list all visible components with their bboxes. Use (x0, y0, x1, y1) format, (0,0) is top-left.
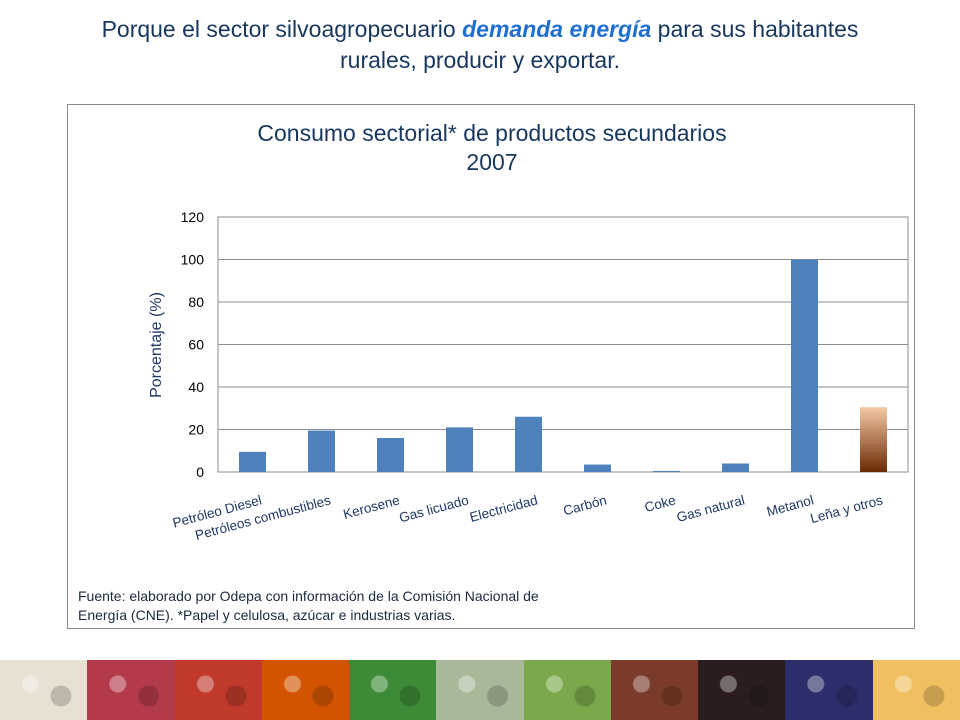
source-line-2: Energía (CNE). *Papel y celulosa, azúcar… (78, 607, 456, 623)
y-tick-label: 100 (181, 252, 205, 268)
footer-image-wine-bottles (698, 660, 786, 720)
footer-image-apples (174, 660, 262, 720)
x-tick-label: Kerosene (342, 492, 402, 521)
y-tick-label: 40 (188, 379, 204, 395)
bar (653, 470, 680, 472)
slide-title: Porque el sector silvoagropecuario deman… (20, 14, 940, 76)
chart-title-text: Consumo sectorial* de productos secundar… (257, 120, 727, 146)
x-tick-label: Electricidad (468, 492, 539, 525)
footer-image-cow (523, 660, 611, 720)
footer-image-cheese (872, 660, 960, 720)
bar (722, 463, 749, 472)
bar (791, 259, 818, 472)
bar (584, 464, 611, 472)
footer-image-lettuce (349, 660, 437, 720)
x-tick-label: Coke (643, 492, 677, 515)
footer-image-strip (0, 660, 960, 720)
footer-image-sheep (436, 660, 524, 720)
y-tick-label: 20 (188, 422, 204, 438)
footer-image-grapes (785, 660, 873, 720)
chart-subtitle: 2007 (466, 149, 518, 175)
slide-title-emphasis: demanda energía (462, 16, 652, 42)
source-note: Fuente: elaborado por Odepa con informac… (78, 587, 738, 625)
footer-image-eggs (0, 660, 88, 720)
y-axis-label: Porcentaje (%) (148, 292, 165, 398)
bar (860, 407, 887, 472)
y-tick-label: 0 (196, 464, 204, 480)
footer-image-meat (610, 660, 699, 720)
x-tick-label: Carbón (562, 492, 609, 518)
slide-title-text-end: para sus habitantes (651, 16, 859, 42)
bar (308, 430, 335, 472)
x-tick-label: Gas licuado (398, 492, 471, 525)
bar (377, 438, 404, 472)
source-line-1: Fuente: elaborado por Odepa con informac… (78, 588, 539, 604)
chart-container: Consumo sectorial* de productos secundar… (67, 104, 915, 629)
bar (515, 416, 542, 472)
x-tick-label: Gas natural (675, 492, 746, 525)
slide-title-line2: rurales, producir y exportar. (340, 47, 620, 73)
slide-title-text: Porque el sector silvoagropecuario (101, 16, 463, 42)
footer-image-peppers (261, 660, 350, 720)
y-tick-label: 120 (181, 209, 205, 225)
chart-title: Consumo sectorial* de productos secundar… (68, 119, 916, 177)
x-tick-label: Metanol (765, 492, 815, 519)
x-tick-label: Leña y otros (809, 492, 885, 526)
bar (446, 427, 473, 472)
y-tick-label: 80 (188, 294, 204, 310)
footer-image-raspberries (87, 660, 175, 720)
bar (239, 451, 266, 472)
y-tick-label: 60 (188, 337, 204, 353)
